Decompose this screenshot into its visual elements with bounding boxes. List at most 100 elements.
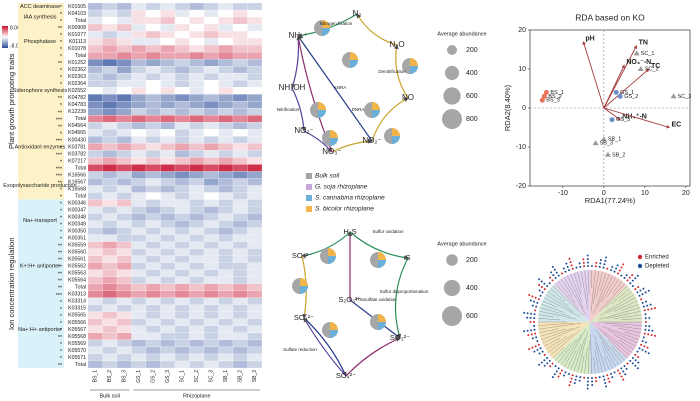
heat-cell [218,178,234,186]
tree-dot [557,375,560,378]
tree-dot [603,263,606,266]
significance: *** [56,166,63,172]
heat-cell [102,59,118,67]
tree-dot [555,370,558,373]
node-pie-slice [392,128,400,136]
heat-cell [87,164,103,172]
tree-branch [539,328,567,337]
heat-cell [145,59,161,67]
heat-cell [102,262,118,270]
heat-cell [145,87,161,95]
heat-cell [203,16,219,25]
heat-cell [145,9,161,18]
tree-dot [534,332,537,335]
heat-cell [189,30,205,39]
heat-cell [131,304,147,312]
significance: * [60,356,63,362]
heat-cell [174,304,190,312]
heat-cell [247,87,263,95]
heat-cell [247,192,263,200]
significance: * [60,19,63,25]
tree-dot [586,261,589,264]
row-id: K04783 [68,102,86,108]
heat-cell [160,234,176,242]
heat-cell [218,332,234,341]
sample-point [539,97,545,103]
env-label: TN [639,39,648,46]
tree-dot [548,359,551,362]
significance: ** [58,265,63,271]
heat-cell [131,171,147,179]
tree-dot [649,303,652,306]
heat-cell [189,234,205,242]
tree-branch [547,291,570,307]
significance: * [60,103,63,109]
heat-cell [218,213,234,221]
heat-cell [247,157,263,165]
tree-dot [631,274,634,277]
heat-cell [160,30,176,39]
row-id: K01252 [68,60,86,66]
heat-cell [102,171,118,179]
heat-cell [87,192,103,200]
heat-cell [247,311,263,319]
tree-dot [622,378,625,381]
heat-cell [189,16,205,25]
node-label: SO₄²⁻ [336,371,356,380]
size-legend-circle [442,109,462,129]
heat-cell [189,353,205,362]
x-tick-label: 0 [602,190,606,197]
heat-cell [203,9,219,18]
heat-cell [247,23,263,32]
heat-cell [232,87,248,95]
row-id: K05568 [68,334,86,340]
heat-cell [218,87,234,95]
heat-cell [174,185,190,193]
significance: * [60,145,63,151]
tree-dot [642,336,645,339]
heat-cell [203,248,219,256]
legend-swatch [306,206,312,212]
row-id: K03782 [68,151,86,157]
heat-cell [247,199,263,207]
tree-dot [526,329,529,332]
tree-dot [530,329,533,332]
heat-cell [218,241,234,249]
tree-branch [557,339,577,364]
heat-cell [102,332,118,341]
tree-dot [546,285,549,288]
heat-cell [160,66,176,74]
heat-cell [131,185,147,193]
heat-cell [189,255,205,263]
heat-cell [131,269,147,277]
group-label: Na+:H+ antiporter [18,327,62,333]
heat-cell [131,80,147,88]
heat-cell [116,101,132,109]
row-id: K01505 [68,4,86,10]
heat-cell [145,66,161,74]
heat-cell [87,30,103,39]
tree-dot [641,293,644,296]
heat-cell [160,108,176,116]
significance: * [60,300,63,306]
tree-dot [636,291,639,294]
size-legend-label: 600 [466,313,478,320]
tree-dot [618,269,621,272]
tree-dot [617,272,619,275]
heat-cell [189,59,205,67]
heat-cell [232,192,248,200]
heat-cell [218,164,234,172]
heat-cell [247,45,263,53]
size-legend-circle [443,279,461,297]
heat-cell [160,262,176,270]
heat-cell [102,304,118,312]
significance: *** [56,152,63,158]
tree-dot [568,269,571,272]
heat-cell [247,37,263,46]
heat-cell [203,178,219,186]
tree-dot [607,377,610,380]
size-legend-label: 600 [466,93,478,100]
tree-dot [586,254,589,257]
tree-wedge [590,270,627,322]
heat-cell [87,52,103,60]
